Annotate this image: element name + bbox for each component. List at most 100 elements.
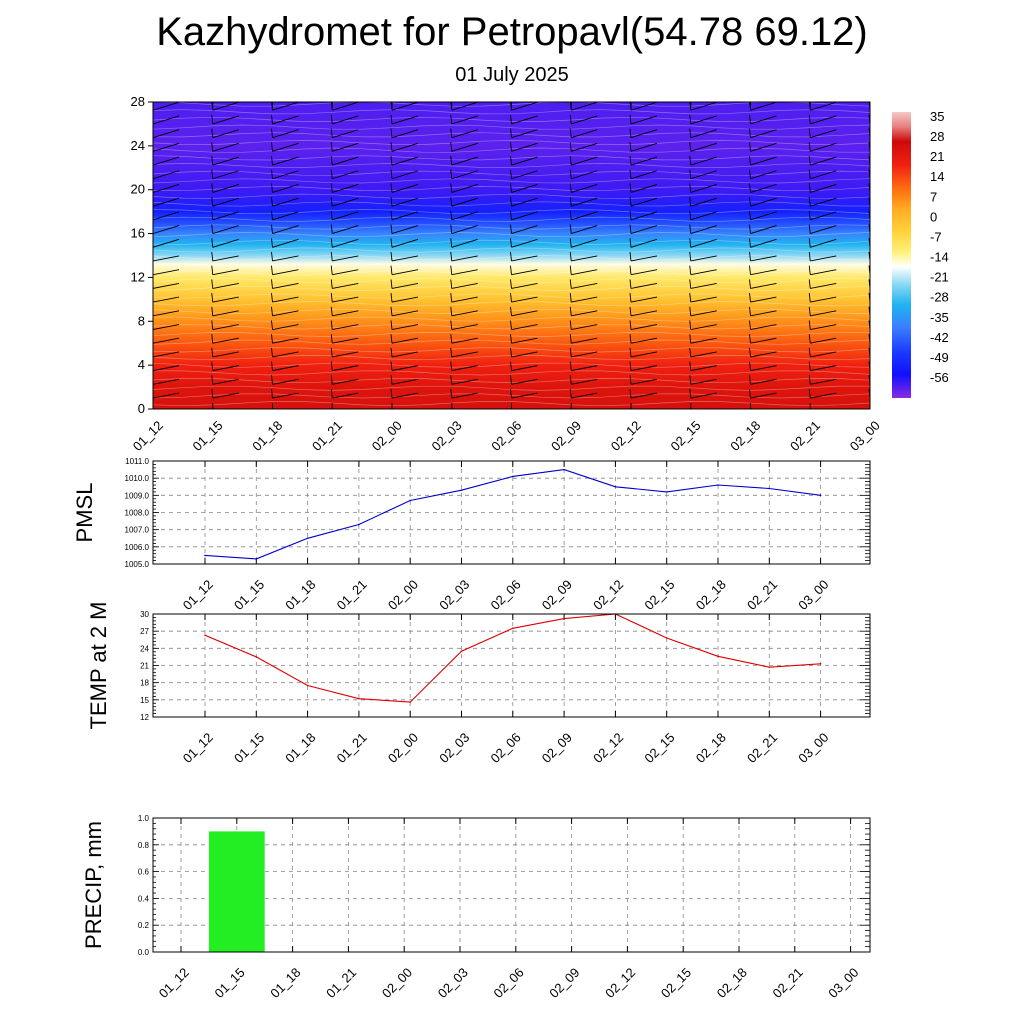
wind-barb <box>630 184 658 193</box>
precip-panel: 0.0 0.2 0.4 0.6 0.8 1.0 01_12 01_15 01_18 01_21 02… <box>81 814 871 1001</box>
wind-barb-flag <box>330 347 333 357</box>
wind-barb <box>810 129 837 139</box>
wind-barb <box>690 255 717 262</box>
wind-barb-flag <box>569 388 572 399</box>
precip-bar <box>208 831 265 952</box>
wind-barb <box>212 142 239 152</box>
temp-panel: 12 15 18 21 24 27 30 01_12 01_15 01_18 01_21 02_00 0… <box>86 602 871 766</box>
wind-barb <box>451 115 478 125</box>
wind-barb-flag <box>569 334 572 344</box>
wind-barb-flag <box>510 183 512 193</box>
x-tick-label: 02_03 <box>436 730 472 766</box>
wind-barb <box>212 156 239 166</box>
wind-barb <box>212 211 239 221</box>
wind-barb-flag <box>510 142 512 152</box>
y-tick-label: 0.6 <box>138 868 150 877</box>
wind-barb <box>451 378 478 385</box>
wind-barb-flag <box>211 251 214 262</box>
wind-barb-flag <box>689 265 692 275</box>
wind-barb <box>451 184 478 193</box>
wind-barb-flag <box>271 238 273 248</box>
wind-barb <box>451 170 478 180</box>
x-tick-label: 02_06 <box>488 577 524 613</box>
wind-barb-flag <box>450 293 453 303</box>
wind-barb <box>212 378 239 385</box>
y-axis-label: TEMP at 2 M <box>86 602 111 730</box>
wind-barb <box>391 238 419 248</box>
colorbar-label: -49 <box>930 350 949 365</box>
wind-barb-flag <box>450 224 453 234</box>
wind-barb-flag <box>510 334 512 344</box>
wind-barb-flag <box>390 128 393 138</box>
wind-barb-flag <box>390 265 393 275</box>
wind-barb-flag <box>629 197 632 207</box>
data-point <box>358 697 360 700</box>
wind-barb-flag <box>808 183 811 193</box>
wind-barb-flag <box>569 169 572 179</box>
wind-barb <box>391 115 419 125</box>
wind-barb-flag <box>450 114 453 124</box>
y-tick-label: 0.4 <box>138 894 150 903</box>
data-point <box>409 499 412 502</box>
wind-barb-flag <box>390 155 393 166</box>
data-point <box>768 487 771 490</box>
wind-barb-flag <box>390 388 393 399</box>
wind-barb-flag <box>629 347 632 357</box>
wind-barb <box>511 211 538 221</box>
pmsl-panel: 1005.0 1006.0 1007.0 1008.0 1009.0 1010.0 1011… <box>72 457 871 613</box>
wind-barb-flag <box>808 114 811 124</box>
data-point <box>819 494 822 497</box>
wind-barb <box>391 337 419 344</box>
wind-barb <box>212 337 239 344</box>
wind-barb <box>391 184 419 193</box>
wind-barb <box>332 392 359 399</box>
x-tick-label: 02_12 <box>590 577 626 613</box>
wind-barb <box>212 255 239 262</box>
wind-barb-flag <box>749 388 751 399</box>
wind-barb <box>212 324 239 330</box>
wind-barb <box>571 282 598 289</box>
wind-barb-flag <box>510 197 512 207</box>
wind-barb-flag <box>569 114 572 124</box>
wind-barb-flag <box>629 224 632 234</box>
wind-barb <box>272 102 299 111</box>
x-tick-label: 02_00 <box>385 577 421 613</box>
wind-barb <box>153 337 180 344</box>
wind-barb-flag <box>808 265 811 275</box>
wind-barb <box>810 184 837 193</box>
wind-barb-flag <box>330 375 333 385</box>
wind-barb <box>451 197 478 207</box>
wind-barb-flag <box>629 114 632 124</box>
wind-barb <box>750 142 777 152</box>
wind-barb-flag <box>211 361 214 371</box>
wind-barb <box>451 255 478 262</box>
wind-barb <box>630 337 658 344</box>
wind-barb-flag <box>749 183 751 193</box>
colorbar-label: -42 <box>930 330 949 345</box>
wind-barb <box>511 269 538 276</box>
x-tick-label: 02_21 <box>744 577 780 613</box>
data-point <box>512 627 514 630</box>
x-tick-label: 03_00 <box>825 965 861 1001</box>
wind-barb-flag <box>808 128 811 138</box>
heatmap-y-tick-label: 20 <box>131 182 145 197</box>
wind-barb-flag <box>450 251 453 262</box>
wind-barb-flag <box>510 388 512 399</box>
wind-barb <box>690 197 717 207</box>
wind-barb-flag <box>450 306 453 316</box>
wind-barb-flag <box>749 251 751 262</box>
wind-barb <box>750 129 777 139</box>
data-point <box>665 637 668 639</box>
chart-title: Kazhydromet for Petropavl(54.78 69.12) <box>156 10 868 54</box>
wind-barb-flag <box>808 388 811 399</box>
wind-barb <box>332 351 359 358</box>
wind-barb-flag <box>271 334 273 344</box>
colorbar-label: 21 <box>930 149 944 164</box>
colorbar-fill <box>892 112 911 398</box>
heatmap-x-tick-label: 03_00 <box>847 418 883 454</box>
wind-barb-flag <box>330 251 333 262</box>
wind-barb-flag <box>271 347 273 357</box>
wind-barb-flag <box>450 183 453 193</box>
wind-barb <box>571 269 598 276</box>
wind-barb <box>810 324 837 330</box>
